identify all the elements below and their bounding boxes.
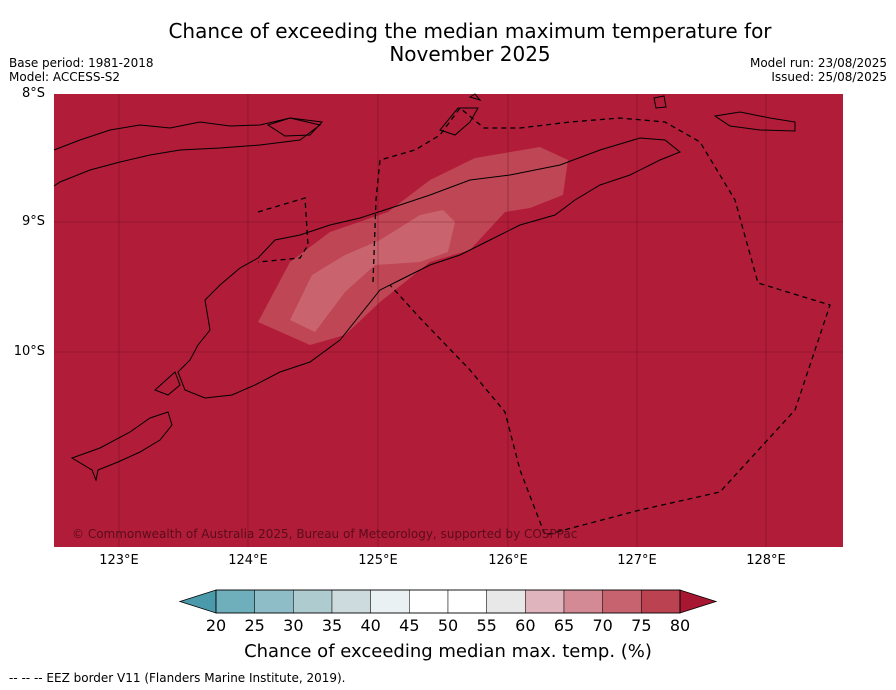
colorbar-tick-label: 60 (515, 616, 536, 635)
lon-label-125e: 125°E (358, 553, 398, 568)
colorbar-segments (178, 589, 718, 614)
lon-label-124e: 124°E (228, 553, 268, 568)
colorbar-tick-label: 40 (360, 616, 381, 635)
wetar-coastline (439, 107, 479, 136)
colorbar-segment (602, 589, 642, 614)
colorbar-outline (215, 589, 681, 614)
colorbar-tick-label: 55 (476, 616, 497, 635)
small-island-1 (653, 95, 667, 109)
colorbar-segment (447, 589, 487, 614)
colorbar-segment (215, 589, 255, 614)
base-period-text: Base period: 1981-2018 (9, 56, 154, 70)
map-title: Chance of exceeding the median maximum t… (120, 20, 820, 66)
colorbar-segment (525, 589, 565, 614)
colorbar-segment (370, 589, 410, 614)
eez-east-boundary (372, 107, 831, 536)
lon-label-126e: 126°E (488, 553, 528, 568)
flores-coastline (53, 117, 322, 187)
colorbar-tick-label: 35 (321, 616, 343, 635)
title-line-2: November 2025 (389, 42, 551, 66)
run-info: Model run: 23/08/2025 Issued: 25/08/2025 (750, 56, 887, 84)
model-run-text: Model run: 23/08/2025 (749, 56, 887, 70)
colorbar-extend-high (679, 589, 718, 614)
issued-text: Issued: 25/08/2025 (771, 70, 887, 84)
colorbar-tick-label: 20 (205, 616, 227, 635)
babar-coastline (713, 111, 796, 132)
colorbar-title: Chance of exceeding median max. temp. (%… (244, 641, 652, 662)
colorbar-tick-label: 80 (669, 616, 691, 635)
colorbar-segment (293, 589, 333, 614)
colorbar-segment (254, 589, 294, 614)
map-background (54, 94, 843, 547)
colorbar-extend-low (178, 589, 217, 614)
timor-coastline (177, 137, 681, 399)
lon-label-127e: 127°E (617, 553, 657, 568)
contour-70 (290, 210, 455, 332)
sumba-coastline (70, 411, 173, 482)
title-line-1: Chance of exceeding the median maximum t… (168, 19, 772, 43)
alor-coastline (266, 117, 324, 137)
coastlines (53, 93, 796, 482)
eez-borders (257, 107, 831, 536)
colorbar-tick-label: 30 (283, 616, 304, 635)
colorbar-segment (641, 589, 681, 614)
copyright-text: © Commonwealth of Australia 2025, Bureau… (72, 527, 577, 541)
lat-label-9s: 9°S (21, 214, 45, 229)
colorbar-tick-label: 65 (553, 616, 575, 635)
colorbar-segment (563, 589, 603, 614)
model-text: Model: ACCESS-S2 (9, 70, 121, 84)
colorbar-tick-label: 70 (592, 616, 613, 635)
colorbar-tick-label: 50 (437, 616, 459, 635)
colorbar-segment (409, 589, 449, 614)
colorbar-tick-label: 45 (399, 616, 420, 635)
colorbar-segment (486, 589, 526, 614)
lat-label-10s: 10°S (13, 344, 45, 359)
footer-text: -- -- -- EEZ border V11 (Flanders Marine… (9, 671, 346, 685)
colorbar-tick-label: 75 (631, 616, 652, 635)
colorbar-segment (331, 589, 371, 614)
lon-label-123e: 123°E (99, 553, 139, 568)
colorbar-tick-label: 25 (244, 616, 265, 635)
rote-coastline (154, 371, 181, 396)
base-info: Base period: 1981-2018 Model: ACCESS-S2 (9, 56, 154, 84)
lat-label-8s: 8°S (21, 86, 45, 101)
lon-label-128e: 128°E (746, 553, 786, 568)
small-island-2 (468, 93, 482, 101)
gridlines (54, 94, 843, 547)
